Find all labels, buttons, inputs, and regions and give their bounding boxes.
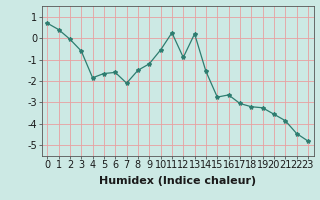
X-axis label: Humidex (Indice chaleur): Humidex (Indice chaleur) [99,176,256,186]
